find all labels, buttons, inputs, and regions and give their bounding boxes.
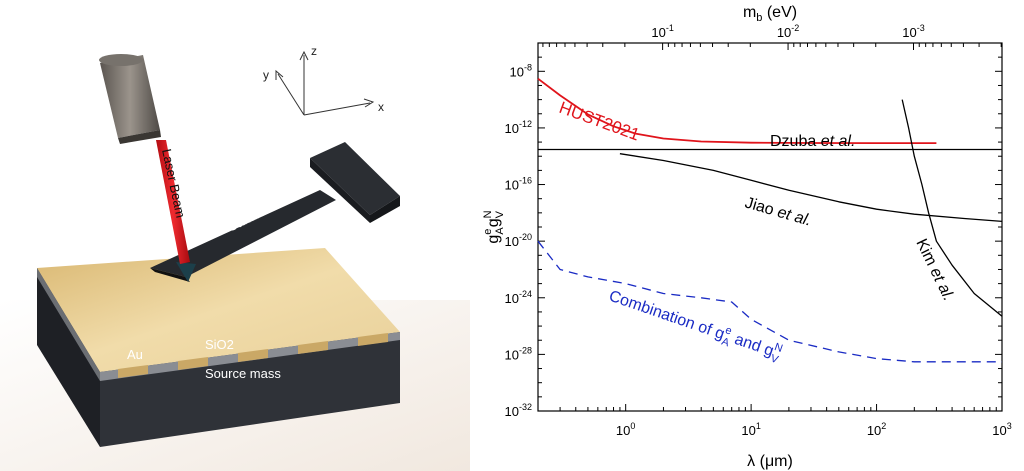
y-axis-title: geAgNV — [482, 210, 506, 243]
x-axis-title: λ (μm) — [747, 453, 793, 470]
source-mass-block — [37, 248, 400, 447]
y-tick-label: 10-32 — [505, 402, 532, 419]
au-label: Au — [127, 347, 143, 362]
laser-label: Laser Beam — [159, 148, 188, 220]
label-dzuba: Dzuba et al. — [770, 133, 855, 150]
cantilever — [150, 142, 400, 282]
axis-label-y: y — [263, 68, 269, 82]
y-tick-label: 10-8 — [510, 62, 532, 79]
x-tick-label: 100 — [616, 421, 635, 438]
y-tick-label: 10-20 — [505, 232, 532, 249]
top-tick-label: 10-2 — [777, 23, 799, 40]
x-tick-label: 103 — [992, 421, 1011, 438]
laser — [99, 54, 190, 264]
axis-label-x: x — [378, 100, 384, 114]
axis-label-z: z — [311, 44, 317, 58]
y-tick-label: 10-28 — [505, 345, 532, 362]
constraint-chart: 100 101 102 103 10-32 10-28 10-24 10-20 10-16 10-… — [482, 4, 1012, 470]
top-axis-title: mb (eV) — [743, 4, 797, 24]
tick-labels: 100 101 102 103 10-32 10-28 10-24 10-20 10-16 10-… — [505, 23, 1012, 438]
y-tick-label: 10-16 — [505, 176, 532, 193]
x-tick-label: 101 — [741, 421, 760, 438]
top-tick-label: 10-3 — [902, 23, 924, 40]
series-layer — [537, 77, 1003, 363]
y-tick-label: 10-24 — [505, 289, 532, 306]
series-jiao-et-al- — [619, 153, 1003, 223]
experiment-illustration: z x y Au SiO2 Source mass Cantilever — [0, 44, 470, 471]
plot-frame — [537, 42, 1003, 412]
sio2-label: SiO2 — [205, 337, 234, 352]
series-hust2021 — [537, 77, 937, 144]
ticks — [537, 42, 1003, 412]
y-tick-label: 10-12 — [505, 119, 532, 136]
coordinate-axes — [275, 50, 375, 116]
series-kim-et-al- — [901, 99, 1003, 317]
top-tick-label: 10-1 — [651, 23, 673, 40]
x-tick-label: 102 — [867, 421, 886, 438]
source-mass-label: Source mass — [205, 366, 281, 381]
